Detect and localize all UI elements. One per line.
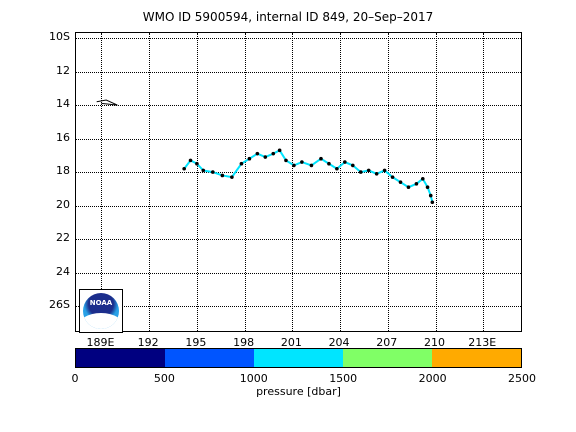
- profile-point: [425, 185, 430, 189]
- profile-point: [284, 158, 288, 163]
- lon-gridline: [340, 33, 342, 331]
- colorbar-segment: [432, 349, 521, 367]
- profile-point: [300, 160, 304, 164]
- colorbar-tick-label: 1000: [239, 372, 268, 385]
- colorbar-segment: [254, 349, 343, 367]
- profile-point: [382, 168, 387, 173]
- lon-gridline: [244, 33, 246, 331]
- lat-gridline: [76, 71, 521, 73]
- profile-point: [230, 175, 234, 179]
- profile-point: [428, 193, 433, 198]
- profile-point: [201, 168, 206, 173]
- profile-point: [398, 180, 403, 184]
- profile-point: [430, 200, 435, 205]
- lon-tick-label: 210: [424, 336, 445, 349]
- lat-tick-label: 24: [56, 264, 70, 278]
- lon-gridline: [387, 33, 389, 331]
- lat-tick-label: 14: [56, 97, 70, 111]
- profile-point: [343, 160, 347, 164]
- lat-gridline: [76, 105, 521, 107]
- profile-point: [239, 161, 244, 166]
- colorbar-tick-label: 500: [153, 372, 175, 385]
- colorbar-segment: [165, 349, 254, 367]
- profile-point: [188, 158, 193, 163]
- lon-tick-label: 192: [137, 336, 159, 349]
- track-line: [183, 149, 434, 203]
- profile-point: [350, 163, 355, 168]
- lat-gridline: [76, 38, 521, 40]
- profile-point: [271, 151, 276, 156]
- profile-point: [255, 151, 260, 156]
- lon-gridline: [196, 33, 198, 331]
- lat-gridline: [76, 172, 521, 174]
- profile-point: [335, 166, 339, 171]
- lat-gridline: [76, 306, 521, 308]
- profile-point: [366, 168, 371, 173]
- lon-tick-label: 207: [376, 336, 398, 349]
- colorbar-units-label: pressure [dbar]: [256, 385, 341, 398]
- colorbar-segment: [76, 349, 165, 367]
- lon-gridline: [435, 33, 437, 331]
- colorbar-tick-label: 2000: [418, 372, 447, 385]
- lat-gridline: [76, 205, 521, 207]
- profile-point: [358, 170, 363, 174]
- noaa-emblem-icon: NOAA: [83, 293, 119, 329]
- lat-tick-label: 22: [56, 231, 70, 245]
- profile-point: [211, 170, 215, 174]
- profile-point: [406, 185, 411, 189]
- lat-gridline: [76, 239, 521, 241]
- profile-point: [414, 182, 419, 186]
- lon-tick-label: 189E: [86, 336, 115, 349]
- profile-point: [390, 175, 395, 179]
- colorbar-tick-label: 0: [71, 372, 79, 385]
- lon-gridline: [149, 33, 151, 331]
- profile-point: [292, 163, 296, 168]
- lat-gridline: [76, 138, 521, 140]
- lat-tick-label: 16: [56, 130, 70, 144]
- lon-gridline: [483, 33, 485, 331]
- profile-point: [277, 148, 282, 153]
- colorbar-tick-label: 2500: [508, 372, 536, 385]
- profile-point: [374, 171, 379, 176]
- lat-tick-label: 20: [56, 197, 70, 211]
- pressure-colorbar: [75, 348, 522, 368]
- colorbar-tick-label: 1500: [329, 372, 358, 385]
- lat-gridline: [76, 272, 521, 274]
- lon-tick-label: 201: [280, 336, 302, 349]
- float-track: [96, 99, 435, 205]
- island-outline: [96, 99, 118, 106]
- profile-point: [309, 163, 314, 168]
- lon-tick-label: 204: [328, 336, 350, 349]
- profile-point: [182, 166, 186, 171]
- lon-gridline: [101, 33, 103, 331]
- profile-point: [319, 156, 323, 161]
- map-plot-area: [75, 32, 522, 332]
- colorbar-segment: [343, 349, 432, 367]
- profile-point: [247, 156, 252, 161]
- profile-point: [195, 161, 199, 166]
- lon-tick-label: 213E: [468, 336, 497, 349]
- noaa-logo-text: NOAA: [89, 299, 113, 307]
- lat-tick-label: 18: [56, 164, 70, 178]
- noaa-logo: NOAA: [79, 289, 123, 333]
- lon-gridline: [292, 33, 294, 331]
- lon-tick-label: 198: [233, 336, 255, 349]
- profile-point: [263, 155, 268, 159]
- lat-tick-label: 26S: [49, 298, 70, 312]
- profile-point: [220, 173, 225, 178]
- lon-tick-label: 195: [185, 336, 207, 349]
- profile-point: [327, 161, 331, 166]
- lat-tick-label: 10S: [49, 30, 70, 44]
- profile-point: [420, 177, 425, 181]
- map-title: WMO ID 5900594, internal ID 849, 20–Sep–…: [142, 10, 434, 24]
- lat-tick-label: 12: [56, 63, 70, 77]
